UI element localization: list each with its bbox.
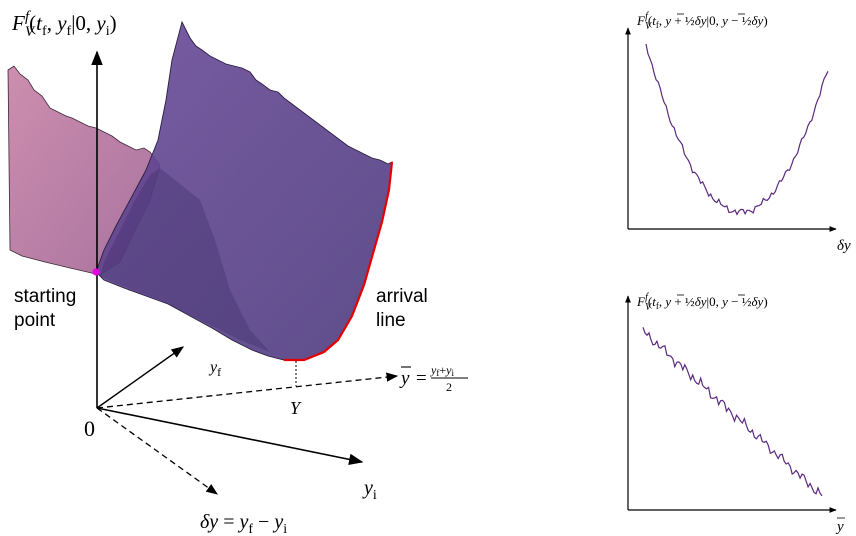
origin-label: 0 [84,416,95,441]
deltay-axis-label: δy = yf − yi [200,511,287,536]
top-plot-curve [645,43,829,216]
svg-text:yf+yi: yf+yi [430,363,454,378]
yi-axis [96,407,364,466]
top-plot-xlabel: δy [837,238,851,254]
starting-point-marker [92,268,100,276]
svg-text:y: y [399,368,410,389]
Y-label: Y [290,398,302,418]
front-surface [95,20,393,361]
arrival-line-label-1: arrival [376,286,428,307]
bottom-plot-ylabel: FVf(tf, y + ½δy|0, y − ½δy) [636,292,768,313]
ybar-axis [96,372,399,409]
ybar-axis-label: y = yf+yi 2 [399,363,468,394]
starting-point-label-1: starting [14,286,76,307]
bottom-right-plot: FVf(tf, y + ½δy|0, y − ½δy) y [625,292,845,535]
svg-text:=: = [416,368,427,389]
bottom-plot-xlabel: y [835,519,844,535]
surface-overlap-shade [100,168,270,352]
yf-axis-label: yf [208,359,221,379]
arrival-line-label-2: line [376,310,406,331]
top-plot-ylabel: FVf(tf, y + ½δy|0, y − ½δy) [636,11,768,32]
arrival-line [284,161,394,362]
vertical-axis-label: FVf(tf, yf|0, yi) [11,9,117,40]
top-right-plot: FVf(tf, y + ½δy|0, y − ½δy) δy [625,11,851,254]
svg-text:2: 2 [446,380,452,394]
yi-axis-label: yi [362,477,377,503]
deltay-axis [96,407,218,495]
starting-point-label-2: point [14,310,56,331]
bottom-plot-curve [642,327,823,497]
yf-axis [96,346,185,409]
